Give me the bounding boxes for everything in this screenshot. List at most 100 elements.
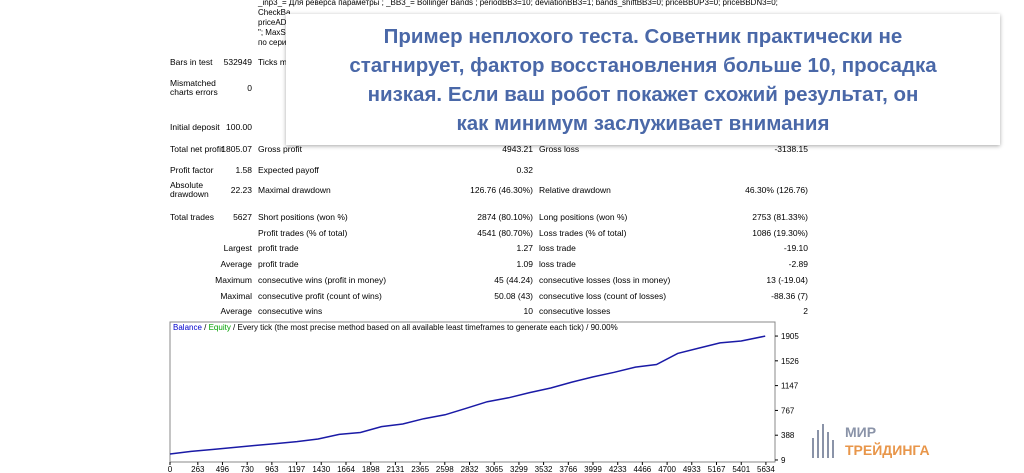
- field-label: consecutive losses: [539, 305, 611, 316]
- field-label: consecutive losses (loss in money): [539, 274, 671, 285]
- y-tick-label: 9: [781, 456, 786, 465]
- logo-text: МИР: [845, 424, 876, 440]
- x-tick-label: 3766: [559, 465, 577, 473]
- row-value: 5627: [233, 211, 252, 222]
- field-label: profit trade: [258, 242, 299, 253]
- field-label: Gross loss: [539, 143, 580, 154]
- callout-line: Пример неплохого теста. Советник практич…: [383, 24, 903, 48]
- field-label: Maximal drawdown: [258, 184, 331, 195]
- field-value: 0.32: [516, 164, 533, 175]
- logo-icon: [812, 424, 834, 458]
- field-value: 2753 (81.33%): [752, 211, 808, 222]
- chart-frame: [169, 321, 776, 463]
- parameter-line: по сери: [258, 38, 287, 47]
- row-value: 1805.07: [221, 143, 252, 154]
- field-label: Profit trades (% of total): [258, 227, 348, 238]
- row-value: 532949: [223, 56, 252, 67]
- parameter-line: _inp3_= Для реверса параметры ; _BB3_= B…: [258, 0, 778, 7]
- x-tick-label: 2832: [461, 465, 479, 473]
- row-value: 100.00: [226, 121, 252, 132]
- row-label: Absolute drawdown: [170, 180, 209, 199]
- x-tick-label: 2598: [436, 465, 454, 473]
- field-label: loss trade: [539, 258, 576, 269]
- field-value: -3138.15: [774, 143, 808, 154]
- x-tick-label: 4700: [658, 465, 676, 473]
- x-tick-label: 3532: [535, 465, 553, 473]
- x-tick-label: 1898: [362, 465, 380, 473]
- row-value: Average: [220, 305, 252, 316]
- x-tick-label: 730: [241, 465, 255, 473]
- field-value: 126.76 (46.30%): [470, 184, 533, 195]
- field-value: 4943.21: [502, 143, 533, 154]
- field-value: -88.36 (7): [771, 290, 808, 301]
- field-value: 2874 (80.10%): [477, 211, 533, 222]
- x-tick-label: 4933: [683, 465, 701, 473]
- parameter-line: "; MaxS: [258, 28, 286, 37]
- row-label: Bars in test: [170, 56, 213, 67]
- chart-header: Balance / Equity / Every tick (the most …: [173, 323, 618, 332]
- legend-entry: Balance: [173, 323, 202, 332]
- row-value: 0: [247, 82, 252, 93]
- parameter-line: priceAD: [258, 18, 287, 27]
- logo-text: ТРЕЙДИНГА: [845, 441, 930, 458]
- x-tick-label: 2131: [386, 465, 404, 473]
- row-value: Largest: [223, 242, 252, 253]
- field-value: -2.89: [788, 258, 808, 269]
- field-value: -19.10: [783, 242, 808, 253]
- field-label: Gross profit: [258, 143, 302, 154]
- y-tick-label: 767: [781, 406, 795, 415]
- x-tick-label: 2365: [411, 465, 429, 473]
- parameter-line: CheckBa: [258, 8, 291, 17]
- x-tick-label: 4233: [609, 465, 627, 473]
- x-tick-label: 1664: [337, 465, 355, 473]
- callout-line: низкая. Если ваш робот покажет схожий ре…: [367, 82, 919, 106]
- x-tick-label: 0: [168, 465, 173, 473]
- x-tick-label: 1430: [312, 465, 330, 473]
- callout-line: стагнирует, фактор восстановления больше…: [349, 53, 937, 77]
- x-tick-label: 1197: [288, 465, 306, 473]
- row-value: Maximal: [220, 290, 252, 301]
- field-value: 1086 (19.30%): [752, 227, 808, 238]
- field-value: 2: [803, 305, 808, 316]
- row-label: Total net profit: [170, 143, 224, 154]
- x-tick-label: 963: [265, 465, 279, 473]
- x-tick-label: 5634: [757, 465, 775, 473]
- row-value: 1.58: [235, 164, 252, 175]
- field-label: Ticks m: [258, 56, 287, 67]
- legend-entry: Equity: [209, 323, 231, 332]
- field-value: 4541 (80.70%): [477, 227, 533, 238]
- x-tick-label: 3065: [485, 465, 503, 473]
- x-tick-label: 3999: [584, 465, 602, 473]
- field-label: Loss trades (% of total): [539, 227, 627, 238]
- x-tick-label: 263: [191, 465, 205, 473]
- field-label: Short positions (won %): [258, 211, 348, 222]
- test-mode: Every tick (the most precise method base…: [238, 323, 585, 332]
- y-tick-label: 1905: [781, 332, 799, 341]
- balance-line: [169, 335, 766, 455]
- x-tick-label: 3299: [510, 465, 528, 473]
- row-label: Total trades: [170, 211, 214, 222]
- field-label: consecutive wins (profit in money): [258, 274, 387, 285]
- row-value: Average: [220, 258, 252, 269]
- field-value: 46.30% (126.76): [745, 184, 808, 195]
- x-tick-label: 496: [216, 465, 230, 473]
- callout-line: как минимум заслуживает внимания: [456, 111, 830, 135]
- field-label: Expected payoff: [258, 164, 319, 175]
- x-tick-label: 5167: [708, 465, 726, 473]
- row-value: Maximum: [215, 274, 252, 285]
- field-value: 1.09: [516, 258, 533, 269]
- field-value: 13 (-19.04): [766, 274, 808, 285]
- field-label: Relative drawdown: [539, 184, 611, 195]
- field-value: 50.08 (43): [494, 290, 533, 301]
- y-tick-label: 1147: [781, 382, 799, 391]
- x-tick-label: 4466: [633, 465, 651, 473]
- x-tick-label: 5401: [732, 465, 750, 473]
- field-label: consecutive loss (count of losses): [539, 290, 667, 301]
- field-value: 10: [523, 305, 533, 316]
- row-label: Mismatched charts errors: [170, 78, 218, 97]
- y-tick-label: 388: [781, 431, 795, 440]
- field-label: consecutive profit (count of wins): [258, 290, 382, 301]
- field-label: loss trade: [539, 242, 576, 253]
